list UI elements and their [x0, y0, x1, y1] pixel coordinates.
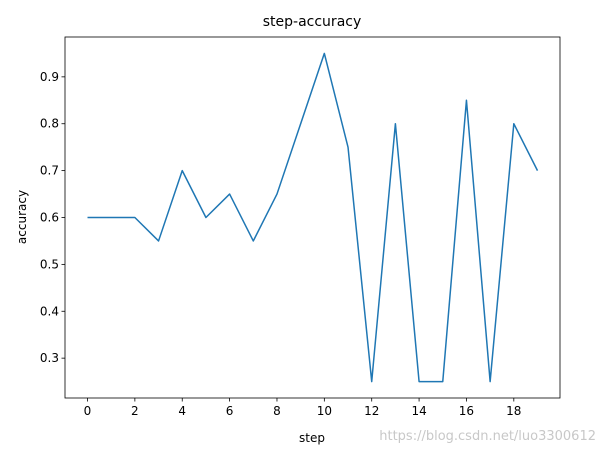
x-tick-label: 8 — [273, 404, 281, 418]
y-tick-label: 0.8 — [40, 117, 59, 131]
y-tick-label: 0.6 — [40, 211, 59, 225]
y-axis-label: accuracy — [15, 190, 29, 244]
x-tick-label: 2 — [131, 404, 139, 418]
x-tick-label: 18 — [506, 404, 521, 418]
chart-title: step-accuracy — [263, 14, 362, 30]
y-tick-label: 0.3 — [40, 351, 59, 365]
y-tick-label: 0.7 — [40, 164, 59, 178]
x-tick-label: 6 — [226, 404, 234, 418]
data-line — [87, 52, 539, 383]
x-tick-label: 12 — [364, 404, 379, 418]
y-tick-label: 0.9 — [40, 70, 59, 84]
watermark: https://blog.csdn.net/luo3300612 — [379, 429, 596, 444]
x-tick-label: 4 — [178, 404, 186, 418]
x-axis-label: step — [299, 431, 325, 445]
x-tick-label: 10 — [317, 404, 332, 418]
y-tick-label: 0.4 — [40, 304, 59, 318]
y-tick-label: 0.5 — [40, 257, 59, 271]
x-tick-label: 0 — [84, 404, 92, 418]
x-tick-label: 16 — [459, 404, 474, 418]
x-tick-label: 14 — [411, 404, 426, 418]
plot-frame — [64, 36, 561, 399]
